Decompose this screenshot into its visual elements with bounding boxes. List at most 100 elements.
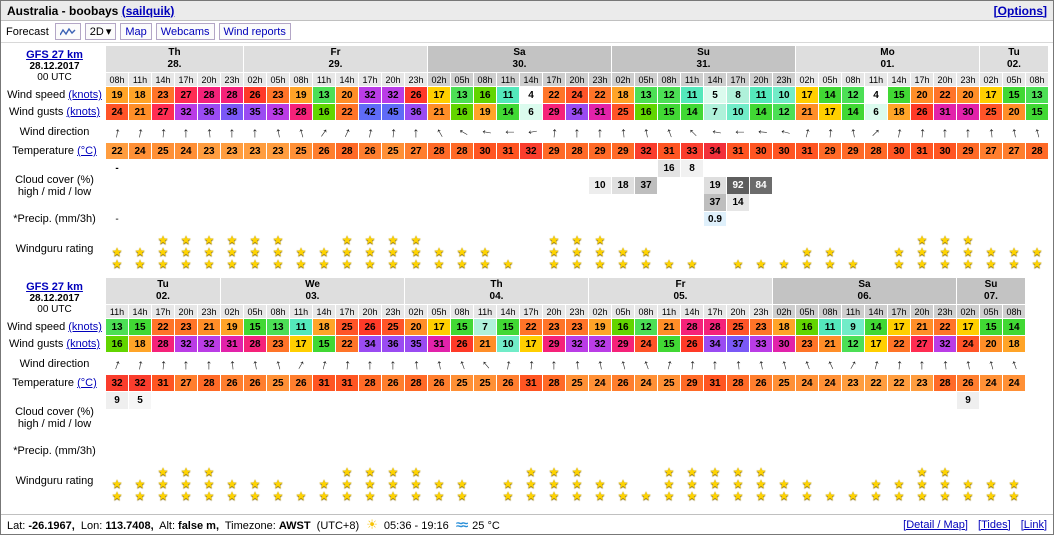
cloud-low-value	[842, 426, 864, 443]
rating-star-icon: ★	[594, 489, 606, 503]
cell-temperature: 30	[888, 143, 910, 159]
cloud-high-value	[382, 392, 404, 409]
detail-map-link[interactable]: [Detail / Map]	[903, 518, 968, 531]
cell-wind-speed: 19	[290, 87, 312, 103]
cloud-mid-value	[106, 409, 128, 426]
wind-direction-arrow-icon: ↑	[1031, 122, 1043, 141]
cell-rating: ★ ★	[129, 227, 151, 271]
cell-wind-speed: 23	[543, 319, 565, 335]
cell-wind-gusts: 21	[428, 104, 450, 120]
cloud-mid-value	[152, 177, 174, 194]
hour-header: 17h	[888, 305, 910, 318]
cell-wind-gusts: 26	[681, 336, 703, 352]
cell-cloud-cover	[750, 392, 772, 443]
cloud-high-value: 9	[106, 392, 128, 409]
wind-direction-arrow-icon: ↑	[572, 355, 582, 372]
cell-precip	[175, 444, 197, 458]
cell-wind-speed: 16	[474, 87, 496, 103]
forecast-graph-button[interactable]	[54, 23, 81, 40]
view-2d-dropdown[interactable]: 2D ▾	[84, 23, 117, 40]
wind-direction-arrow-icon: ↑	[963, 355, 973, 372]
cloud-high-value	[497, 160, 519, 177]
cloud-low-value	[865, 426, 887, 443]
cell-temperature: 26	[313, 143, 335, 159]
model-link[interactable]: GFS 27 km	[26, 49, 83, 61]
rating-star-icon: ★	[732, 465, 744, 479]
hour-header: 11h	[129, 73, 151, 86]
cell-wind-gusts: 22	[336, 336, 358, 352]
cell-rating: ★ ★ ★	[152, 459, 174, 503]
tab-wind-reports[interactable]: Wind reports	[218, 23, 291, 40]
hour-header: 08h	[290, 73, 312, 86]
cell-wind-gusts: 38	[221, 104, 243, 120]
tab-map[interactable]: Map	[120, 23, 152, 40]
cloud-low-value	[543, 194, 565, 211]
cell-precip	[612, 444, 634, 458]
wind-speed-unit-link[interactable]: (knots)	[68, 89, 102, 101]
cell-temperature: 29	[543, 143, 565, 159]
tab-forecast[interactable]: Forecast	[6, 25, 49, 38]
wind-direction-arrow-icon: ↑	[431, 122, 447, 141]
rating-star-icon: ★	[571, 257, 583, 271]
temperature-unit-link[interactable]: (°C)	[77, 377, 97, 389]
hour-header: 20h	[198, 73, 220, 86]
day-header: Th 28.	[106, 46, 243, 72]
cell-wind-speed: 15	[451, 319, 473, 335]
tab-webcams[interactable]: Webcams	[155, 23, 215, 40]
cell-precip	[727, 444, 749, 458]
cloud-mid-value	[934, 177, 956, 194]
options-link[interactable]: [Options]	[993, 3, 1047, 18]
rating-star-icon: ★	[640, 489, 652, 503]
cloud-high-value	[1026, 160, 1048, 177]
cell-cloud-cover	[474, 392, 496, 443]
tides-link[interactable]: [Tides]	[978, 518, 1011, 531]
cloud-high-value	[382, 160, 404, 177]
cell-wind-direction: ↑	[221, 353, 243, 374]
cell-wind-gusts: 21	[819, 336, 841, 352]
cell-temperature: 31	[497, 143, 519, 159]
cloud-low-value	[129, 194, 151, 211]
cloud-low-value	[1003, 194, 1025, 211]
cell-temperature: 30	[750, 143, 772, 159]
rating-star-icon: ★	[962, 257, 974, 271]
rating-star-icon: ★	[870, 489, 882, 503]
hour-header: 17h	[359, 73, 381, 86]
cloud-mid-value	[865, 177, 887, 194]
temperature-unit-link[interactable]: (°C)	[77, 145, 97, 157]
cell-cloud-cover	[612, 392, 634, 443]
cell-wind-gusts: 14	[681, 104, 703, 120]
cloud-high-value	[750, 160, 772, 177]
cell-wind-speed: 17	[428, 87, 450, 103]
cloud-label-line2: high / mid / low	[17, 185, 92, 198]
link-link[interactable]: [Link]	[1020, 518, 1047, 531]
cell-wind-speed: 13	[106, 319, 128, 335]
cell-wind-direction: ↑	[359, 121, 381, 142]
wind-gusts-unit-link[interactable]: (knots)	[66, 106, 101, 118]
wind-speed-unit-link[interactable]: (knots)	[68, 321, 102, 333]
cloud-low-value	[221, 426, 243, 443]
rating-star-icon: ★	[893, 489, 905, 503]
cell-wind-speed: 28	[704, 319, 726, 335]
cloud-mid-value	[244, 409, 266, 426]
cloud-low-value: 37	[704, 194, 726, 211]
wind-gusts-unit-link[interactable]: (knots)	[66, 338, 101, 350]
longitude-label: Lon:	[80, 519, 103, 532]
cloud-high-value	[152, 160, 174, 177]
cloud-low-value	[129, 426, 151, 443]
spot-author-link[interactable]: (sailquik)	[121, 3, 175, 18]
rating-star-icon: ★	[985, 245, 997, 259]
cell-wind-speed: 16	[612, 319, 634, 335]
cloud-low-value	[796, 194, 818, 211]
hour-header: 14h	[681, 305, 703, 318]
cell-precip	[980, 212, 1002, 226]
wind-direction-arrow-icon: ↑	[316, 122, 332, 141]
model-init-time: 00 UTC	[37, 72, 72, 83]
cell-rating	[865, 227, 887, 271]
rating-star-icon: ★	[801, 257, 813, 271]
day-date: 31.	[696, 59, 711, 70]
cloud-low-value	[911, 194, 933, 211]
cell-wind-gusts: 16	[635, 104, 657, 120]
model-link[interactable]: GFS 27 km	[26, 281, 83, 293]
cloud-low-value	[359, 426, 381, 443]
cell-temperature: 27	[405, 143, 427, 159]
